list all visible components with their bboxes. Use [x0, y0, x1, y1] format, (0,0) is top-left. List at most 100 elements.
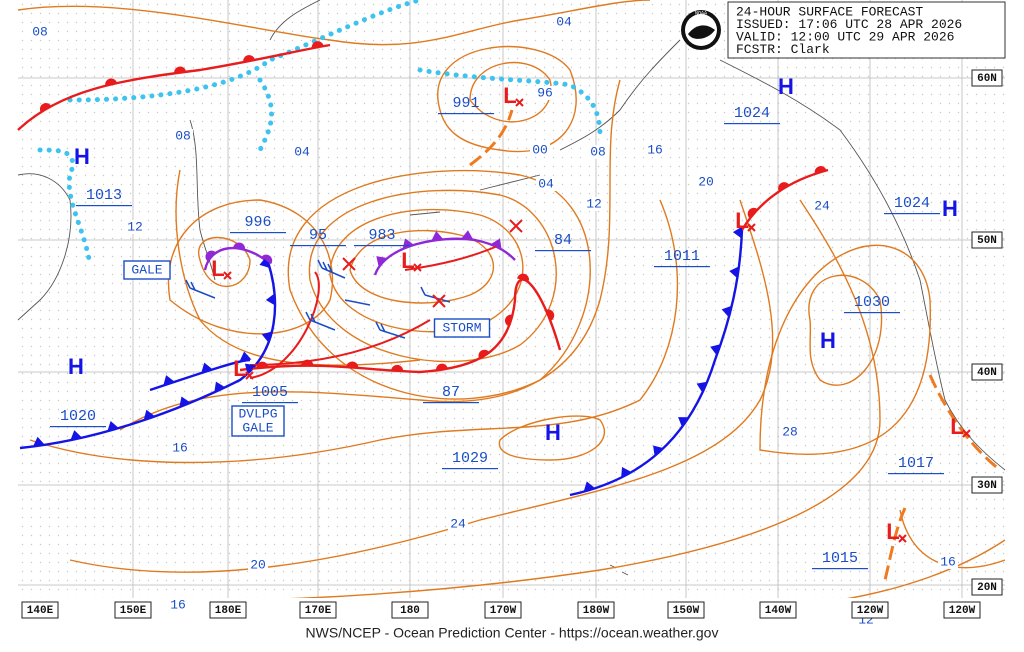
low-center: L	[211, 256, 224, 281]
warm-front-pip	[778, 182, 790, 192]
high-center: H	[820, 328, 836, 353]
isobar-label: 04	[538, 176, 554, 191]
cold-front-pip	[431, 231, 444, 241]
low-marker	[223, 271, 232, 280]
cold-front-pip	[710, 344, 721, 356]
pressure-underline	[884, 213, 940, 215]
warning-label: DVLPG	[238, 406, 277, 421]
low-marker	[898, 534, 907, 543]
lat-label: 50N	[977, 235, 997, 247]
high-center: H	[74, 144, 90, 169]
header-line: VALID: 12:00 UTC 29 APR 2026	[736, 29, 954, 44]
cold-front-pip	[490, 238, 502, 250]
wind-barbs	[185, 259, 451, 339]
low-center: L	[503, 83, 516, 108]
warning-label: GALE	[131, 262, 162, 277]
isobar-label: 20	[698, 174, 714, 189]
isobar-label: 96	[537, 85, 553, 100]
noaa-logo-bird	[688, 25, 715, 39]
lon-label: 150E	[120, 605, 147, 617]
pressure-underline	[724, 123, 780, 125]
low-center: L	[950, 414, 963, 439]
cold-front-pip	[696, 381, 708, 393]
warm-front-pip	[504, 314, 513, 327]
isobar-label: 16	[647, 142, 663, 157]
graticule	[18, 0, 1005, 598]
lon-label-box	[21, 601, 59, 619]
isobar-label: 12	[586, 196, 602, 211]
warm-front-pip	[517, 273, 529, 281]
lat-label: 40N	[977, 367, 997, 379]
isobar-label-bg	[530, 143, 550, 157]
warm-front-pip	[747, 207, 758, 219]
warm-front-pip	[478, 349, 490, 359]
isobar-label-bg	[168, 598, 188, 612]
cold-front-pip	[265, 293, 276, 306]
pressure-underline	[654, 266, 710, 268]
isobar-label-bg	[448, 517, 468, 531]
pressure-label: 1029	[452, 450, 488, 467]
lon-label-box	[943, 601, 981, 619]
pressure-underline	[423, 402, 479, 404]
cold-front-pip	[259, 256, 270, 268]
lat-label: 60N	[977, 73, 997, 85]
isobar-label-bg	[696, 175, 716, 189]
pressure-underline	[76, 205, 132, 207]
cold-front-pip	[621, 467, 632, 478]
pressure-underline	[442, 468, 498, 470]
cold-front-pip	[163, 375, 175, 386]
low-marker	[747, 223, 756, 232]
lon-label-box	[759, 601, 797, 619]
isobar-label-bg	[248, 558, 268, 572]
pressure-underline	[812, 568, 868, 570]
isobar-label: 16	[940, 554, 956, 569]
cold-front-pip	[70, 430, 83, 441]
pressure-underline	[888, 473, 944, 475]
footer: NWS/NCEP - Ocean Prediction Center - htt…	[306, 625, 719, 641]
isobar-label-bg	[30, 25, 50, 39]
cold-front-pip	[261, 331, 273, 343]
lon-label: 150W	[673, 605, 700, 617]
storm-tracks	[342, 219, 523, 308]
isobar-label-bg	[125, 220, 145, 234]
low-center: L	[886, 519, 899, 544]
fronts	[17, 43, 1001, 581]
header-box	[727, 1, 1006, 59]
pressure-underline	[844, 312, 900, 314]
lon-label-box	[484, 601, 522, 619]
grid-background	[18, 0, 1005, 598]
cold-front-pip	[583, 481, 596, 492]
header-line: 24-HOUR SURFACE FORECAST	[736, 4, 923, 19]
cold-front-pip	[721, 305, 732, 318]
isobar-label: 24	[814, 198, 830, 213]
lon-label: 170W	[490, 605, 517, 617]
warning-box	[231, 405, 285, 437]
high-center: H	[778, 74, 794, 99]
cold-front-pip	[107, 421, 119, 432]
cold-front-pip	[732, 226, 743, 239]
warning-box	[123, 260, 171, 280]
pressure-underline	[354, 245, 410, 247]
low-center: L	[401, 248, 414, 273]
isobar-label: 04	[294, 144, 310, 159]
cold-front-pip	[32, 436, 45, 447]
lon-label: 170E	[305, 605, 332, 617]
pressure-label: 1013	[86, 187, 122, 204]
warm-front-pip	[39, 103, 52, 113]
pressure-label: 1015	[822, 550, 858, 567]
isobar-label: 08	[590, 144, 606, 159]
isobar-label: 28	[782, 424, 798, 439]
pressure-label: 1030	[854, 294, 890, 311]
pressure-label: 1005	[252, 384, 288, 401]
header-line: FCSTR: Clark	[736, 42, 830, 57]
isobar-label-bg	[780, 425, 800, 439]
warm-front-pip	[233, 242, 245, 250]
warm-front-pip	[346, 361, 359, 368]
low-marker	[962, 429, 971, 438]
warm-front-pip	[105, 78, 118, 86]
low-center: L	[233, 356, 246, 381]
lon-label-box	[851, 601, 889, 619]
cold-front-pip	[214, 381, 226, 393]
isobar-label-bg	[584, 197, 604, 211]
